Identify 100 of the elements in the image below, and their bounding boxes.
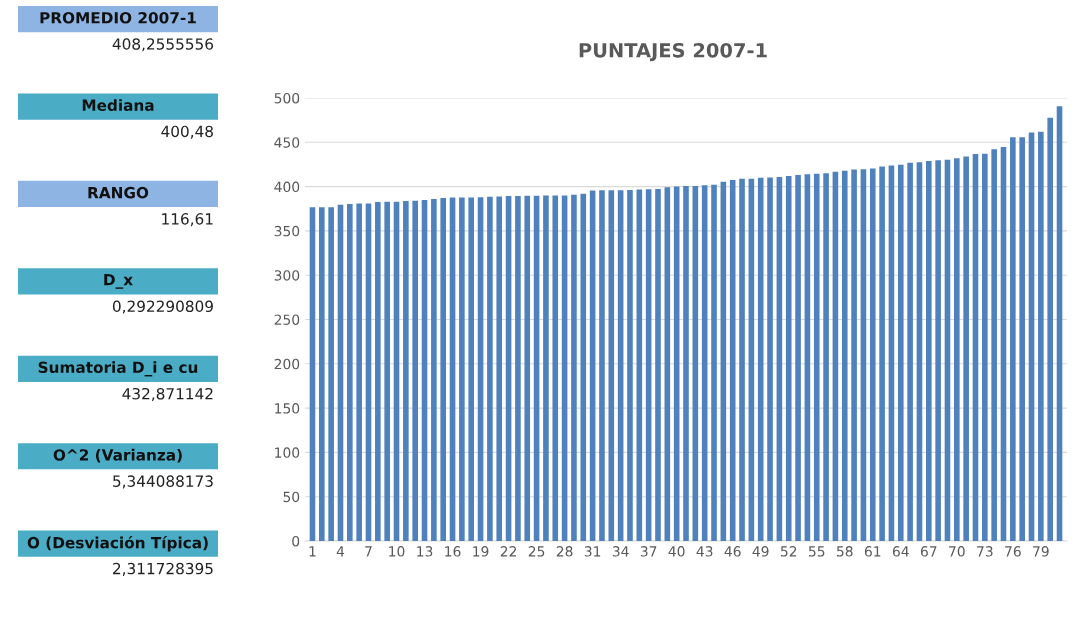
bar [608,190,615,541]
bar [552,195,559,541]
text: Mediana [82,99,154,111]
bar [683,185,689,541]
x-tick-label: 37 [640,546,657,557]
bar [711,184,717,541]
y-tick-label: 0 [292,535,300,547]
text: 5,344088173 [113,475,213,489]
x-tick-label: 10 [389,546,405,557]
bar [739,178,745,541]
y-tick-label: 150 [275,403,300,414]
x-tick-label: 34 [612,546,629,557]
bar [487,196,493,541]
x-tick-label: 67 [920,546,937,557]
bar [459,197,465,541]
bar [925,160,932,541]
text: 400,48 [161,125,213,139]
y-tick-label: 250 [274,314,300,325]
text: PROMEDIO 2007-1 [40,11,196,24]
bar [785,175,792,541]
bar [319,207,325,541]
text: RANGO [88,186,149,199]
bar [795,175,801,541]
x-tick-label: 52 [780,546,797,557]
y-tick-label: 200 [274,358,300,370]
text: O (Desviación Típica) [27,535,208,552]
text: 432,871142 [122,387,213,402]
bar [440,198,447,541]
text: D_x [104,274,133,289]
bar [655,188,661,541]
bar [963,156,969,541]
bar [869,168,876,541]
bar [347,203,353,541]
x-tick-label: 49 [752,546,769,557]
chart-title: PUNTAJES 2007-1 [579,42,767,62]
x-tick-label: 61 [864,546,881,557]
bar [823,173,829,541]
bar [1019,137,1025,541]
x-tick-label: 16 [445,546,461,557]
bar [515,196,521,541]
bar [328,207,334,541]
bar [907,162,913,541]
x-tick-label: 64 [892,546,909,557]
x-tick-label: 22 [500,546,517,557]
bar [543,195,549,541]
bar [412,200,418,541]
x-tick-label: 31 [584,546,601,557]
bar [767,177,773,541]
bar [580,193,587,541]
x-tick-label: 43 [696,546,713,557]
bar [524,195,531,541]
bar [813,173,820,541]
bar [431,199,437,541]
bar [982,153,988,541]
y-tick-label: 300 [274,270,300,281]
text: 116,61 [162,213,213,227]
bar [991,149,997,541]
x-tick-label: 19 [473,546,489,557]
x-tick-label: 76 [1005,546,1021,557]
bar [384,201,390,541]
bar [627,189,633,541]
x-tick-label: 79 [1033,546,1049,557]
bar [1010,137,1016,541]
text: Sumatoria D_i e cu [38,361,198,377]
x-tick-label: 1 [309,546,316,557]
x-tick-label: 46 [724,546,741,557]
bar [571,194,577,541]
x-tick-label: 13 [417,546,433,557]
text: 0,292290809 [112,300,213,314]
x-tick-label: 40 [668,546,685,557]
x-tick-label: 4 [336,546,345,557]
x-tick-label: 7 [365,546,372,557]
x-tick-label: 55 [808,546,825,557]
bar [954,158,960,541]
x-tick-label: 28 [556,546,573,557]
bar [757,177,764,541]
bar [879,166,885,541]
x-tick-label: 73 [977,546,993,557]
bar [468,197,475,541]
text: 2,311728395 [113,562,213,576]
y-tick-label: 50 [283,491,300,503]
bar [403,201,409,541]
bar [935,160,941,541]
bar [375,202,381,541]
x-tick-label: 70 [949,546,965,557]
bar [496,196,503,541]
text: O^2 (Varianza) [53,448,182,463]
y-tick-label: 350 [274,225,300,237]
bar [1038,131,1044,541]
bar [841,170,848,541]
y-tick-label: 400 [274,181,300,193]
bar [356,203,362,541]
y-tick-label: 500 [274,92,300,104]
bar [851,169,857,541]
bar [599,190,605,541]
bar [897,164,904,541]
y-tick-label: 450 [274,137,300,148]
x-tick-label: 58 [836,546,853,557]
y-tick-label: 100 [275,447,300,458]
bar [1047,117,1053,541]
